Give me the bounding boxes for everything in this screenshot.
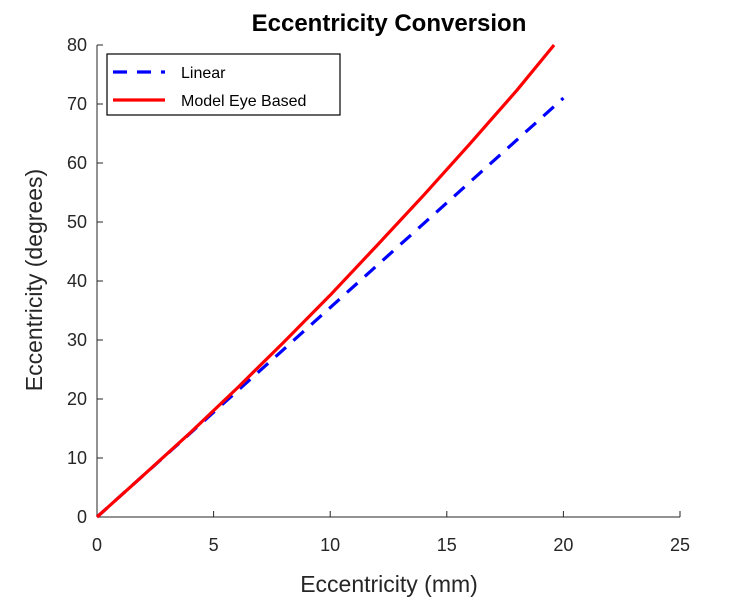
x-tick-label: 25 bbox=[670, 535, 690, 555]
y-tick-label: 80 bbox=[67, 35, 87, 55]
legend-box bbox=[106, 53, 341, 116]
plot-area bbox=[95, 43, 565, 519]
chart-title: Eccentricity Conversion bbox=[252, 10, 527, 37]
y-tick-label: 50 bbox=[67, 212, 87, 232]
x-tick-label: 10 bbox=[320, 535, 340, 555]
y-tick-label: 20 bbox=[67, 389, 87, 409]
x-tick-label: 5 bbox=[209, 535, 219, 555]
x-axis: 0 5 10 15 20 25 bbox=[92, 511, 690, 555]
x-tick-label: 20 bbox=[553, 535, 573, 555]
y-tick-label: 30 bbox=[67, 330, 87, 350]
y-axis-label: Eccentricity (degrees) bbox=[21, 169, 47, 391]
x-tick-label: 15 bbox=[437, 535, 457, 555]
legend: Linear Model Eye Based bbox=[106, 53, 341, 116]
y-tick-label: 0 bbox=[77, 507, 87, 527]
legend-label-linear: Linear bbox=[181, 65, 226, 82]
y-tick-label: 10 bbox=[67, 448, 87, 468]
x-axis-label: Eccentricity (mm) bbox=[300, 571, 478, 597]
y-axis: 0 10 20 30 40 50 60 70 80 bbox=[67, 35, 103, 527]
x-tick-label: 0 bbox=[92, 535, 102, 555]
y-tick-label: 70 bbox=[67, 94, 87, 114]
series-line-model-eye-based bbox=[95, 43, 556, 519]
y-tick-label: 60 bbox=[67, 153, 87, 173]
y-tick-label: 40 bbox=[67, 271, 87, 291]
legend-label-model-eye-based: Model Eye Based bbox=[181, 93, 306, 110]
